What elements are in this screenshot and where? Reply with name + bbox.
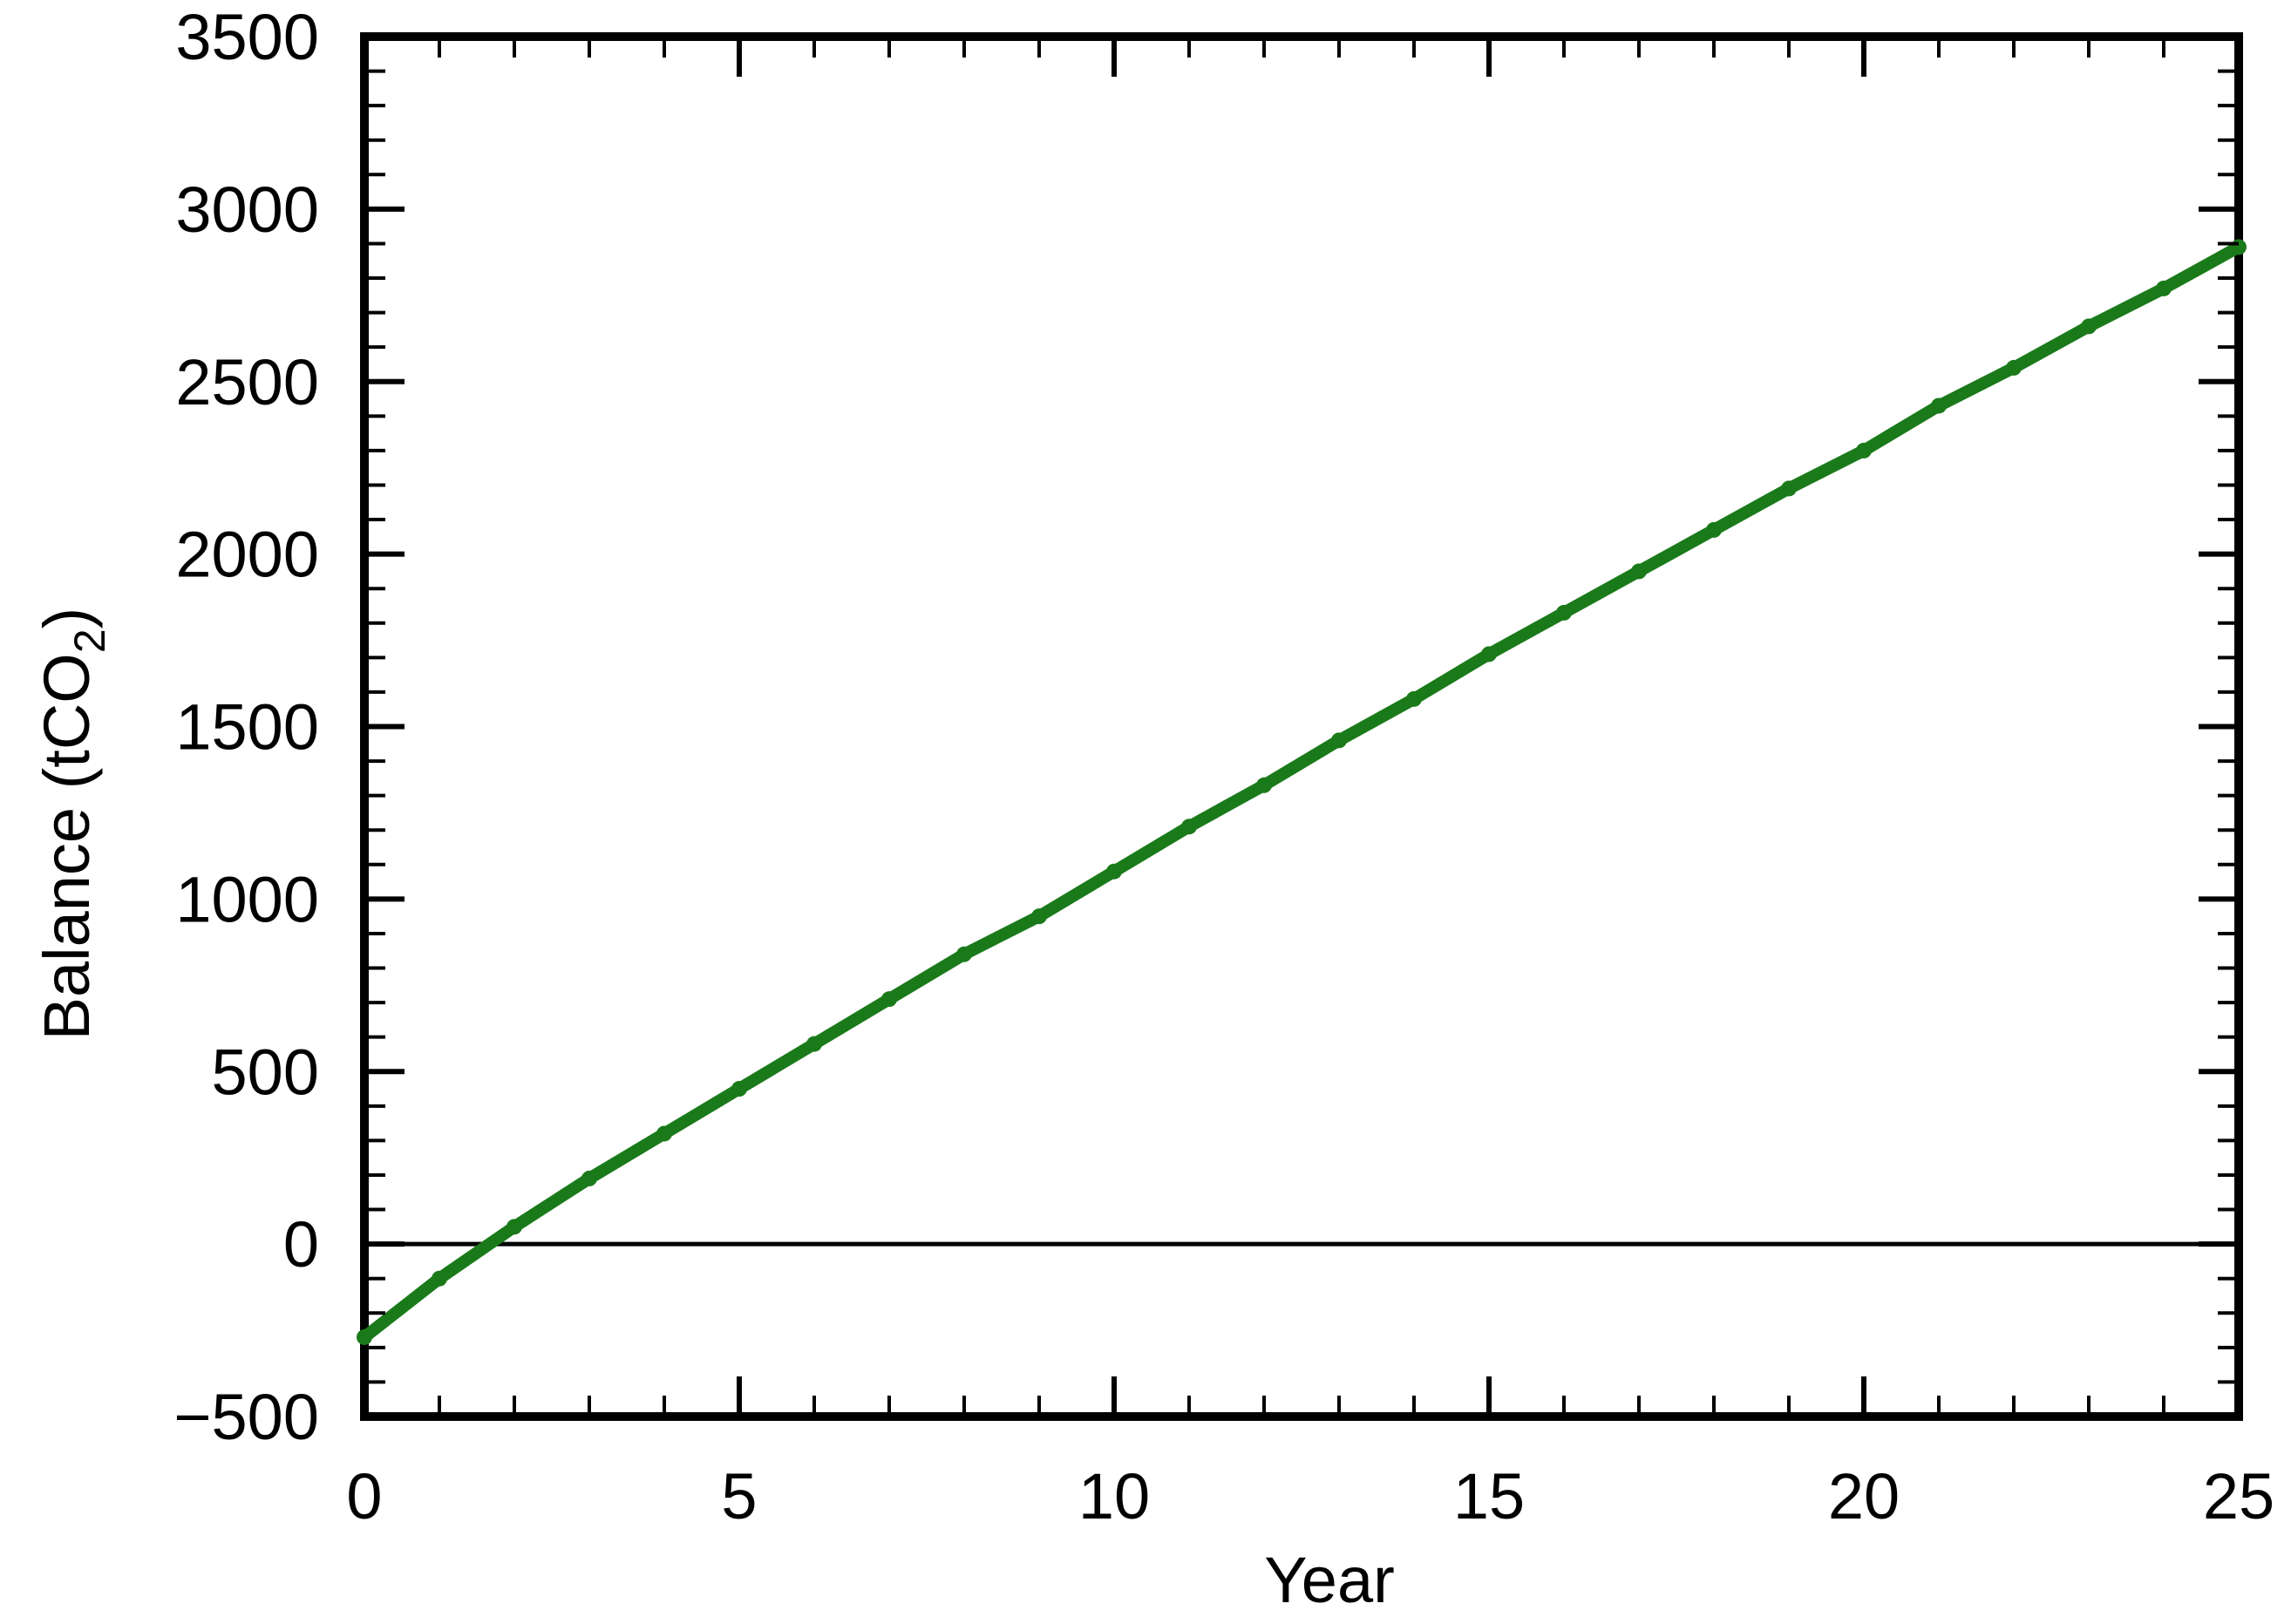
ticks-layer [362, 34, 2241, 1419]
data-point [432, 1270, 447, 1287]
series-layer [357, 239, 2247, 1345]
data-point [1706, 521, 1722, 538]
data-point [731, 1081, 747, 1097]
data-point [806, 1036, 822, 1052]
data-point [1781, 480, 1797, 497]
data-point [2156, 280, 2172, 296]
data-point [1256, 777, 1272, 793]
data-point [1631, 563, 1647, 580]
x-tick-label: 25 [2203, 1460, 2274, 1532]
y-axis-title-main: Balance (tCO [31, 653, 103, 1040]
data-point [956, 946, 972, 962]
y-tick-label: 1500 [175, 691, 319, 764]
y-tick-label: 3000 [175, 173, 319, 246]
y-axis-title-end: ) [31, 608, 103, 629]
data-point [2081, 318, 2097, 335]
x-tick-label: 15 [1453, 1460, 1525, 1532]
data-point [1556, 604, 1572, 621]
y-axis-title: Balance (tCO2) [31, 608, 114, 1041]
x-tick-label: 10 [1078, 1460, 1150, 1532]
data-point [1106, 863, 1122, 880]
data-point [1406, 690, 1422, 707]
y-tick-label: 1000 [175, 863, 319, 935]
data-point [1931, 398, 1947, 414]
y-tick-label: 2000 [175, 519, 319, 591]
data-point [881, 991, 897, 1008]
y-tick-label: 2500 [175, 346, 319, 418]
data-point [1481, 646, 1497, 663]
y-tick-label: 0 [283, 1208, 319, 1281]
data-point [581, 1170, 597, 1186]
y-tick-label: −500 [173, 1381, 319, 1453]
data-point [357, 1328, 372, 1345]
plot-area [360, 32, 2243, 1421]
x-tick-label: 5 [721, 1460, 757, 1532]
data-point [1181, 819, 1197, 835]
data-point [656, 1125, 672, 1142]
data-point [1331, 732, 1347, 749]
data-point [2006, 359, 2022, 376]
x-tick-label: 20 [1828, 1460, 1900, 1532]
x-tick-label: 0 [346, 1460, 382, 1532]
y-axis-title-subscript: 2 [65, 629, 114, 653]
series-line [358, 241, 2245, 1343]
x-axis-title: Year [1264, 1544, 1395, 1616]
data-point [1856, 442, 1872, 459]
data-point [1031, 908, 1047, 925]
y-tick-label: 3500 [175, 1, 319, 73]
y-tick-label: 500 [212, 1036, 319, 1108]
data-point [2231, 239, 2247, 255]
labels-layer: 0 5 10 15 20 25 −500 0 500 1000 1500 2000 2500 3000 35… [173, 1, 2274, 1532]
plot-frame [360, 32, 2243, 1421]
data-point [506, 1219, 522, 1235]
